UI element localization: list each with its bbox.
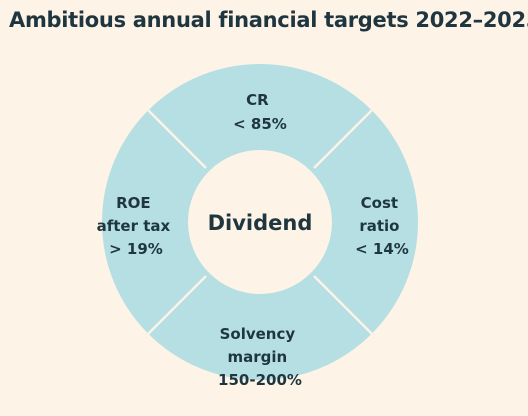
center-circle — [188, 150, 332, 294]
segment-solvency-margin: Solvency margin 150-200% — [218, 325, 302, 389]
segment-cr: CR < 85% — [233, 91, 287, 133]
center-label: Dividend — [208, 211, 313, 235]
divider-line — [313, 275, 373, 335]
page-title: Ambitious annual financial targets 2022–… — [9, 8, 528, 32]
segment-cost-ratio: Cost ratio < 14% — [355, 194, 409, 258]
divider-line — [147, 275, 207, 335]
segment-roe-after-tax: ROE after tax > 19% — [97, 194, 176, 258]
divider-line — [313, 109, 373, 169]
divider-line — [147, 109, 207, 169]
